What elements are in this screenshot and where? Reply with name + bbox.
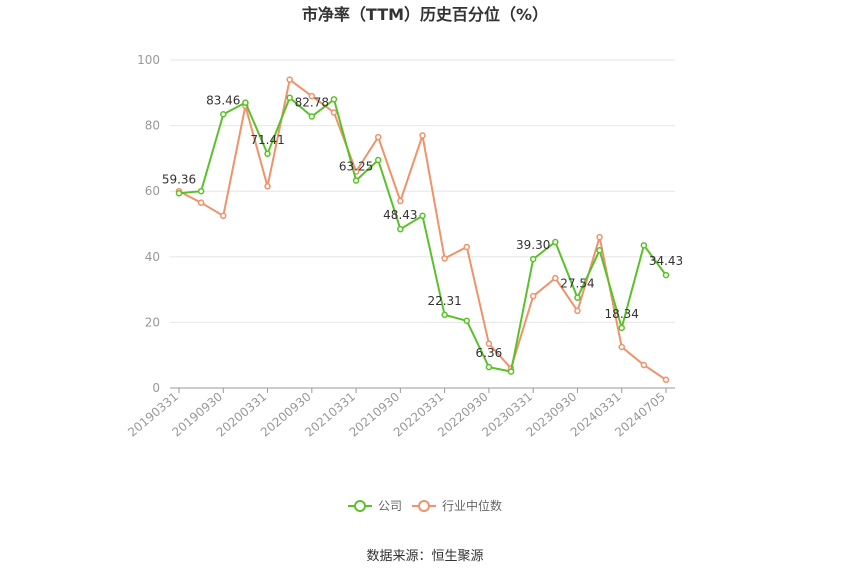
data-point-industry-median — [441, 255, 448, 262]
data-label: 82.78 — [295, 95, 329, 109]
data-point-company — [552, 238, 559, 246]
data-point-company — [374, 156, 382, 164]
series-layer — [175, 76, 670, 384]
axes: 0204060801002019033120190930202003312020… — [125, 53, 675, 440]
data-point-industry-median — [374, 133, 382, 141]
data-point-company — [330, 96, 338, 103]
data-point-industry-median — [286, 76, 293, 83]
data-label: 27.54 — [560, 277, 594, 291]
grid — [170, 59, 675, 323]
data-point-company — [175, 190, 183, 197]
y-tick-label: 60 — [145, 184, 160, 198]
data-point-company — [419, 212, 426, 220]
data-point-company — [529, 255, 537, 263]
y-tick-label: 100 — [137, 53, 160, 67]
data-point-industry-median — [308, 92, 316, 100]
data-point-company — [463, 317, 471, 325]
data-label: 71.41 — [250, 133, 284, 147]
data-point-company — [441, 311, 448, 319]
y-tick-label: 40 — [145, 250, 160, 264]
series-line-industry-median — [178, 77, 667, 381]
data-point-company — [574, 294, 581, 301]
data-point-industry-median — [552, 274, 559, 282]
data-point-industry-median — [485, 340, 493, 347]
legend-marker-industry-median — [418, 500, 430, 512]
legend: 公司 行业中位数 — [348, 498, 502, 513]
data-label: 59.36 — [162, 172, 196, 186]
data-point-company — [264, 150, 271, 158]
data-point-company — [507, 368, 515, 375]
y-tick-label: 20 — [145, 315, 160, 329]
data-point-company — [485, 363, 493, 371]
data-point-industry-median — [330, 109, 338, 116]
chart-title: 市净率（TTM）历史百分位（%） — [302, 5, 548, 24]
data-point-industry-median — [618, 343, 625, 351]
data-point-company — [618, 324, 625, 332]
data-point-company — [397, 225, 404, 233]
data-point-industry-median — [197, 199, 205, 206]
data-point-industry-median — [662, 376, 670, 384]
data-point-industry-median — [529, 292, 537, 300]
data-point-industry-median — [574, 307, 581, 315]
data-point-industry-median — [640, 361, 648, 369]
data-label: 83.46 — [206, 93, 240, 107]
data-label: 22.31 — [427, 294, 461, 308]
data-point-industry-median — [220, 212, 227, 220]
legend-item-industry-median[interactable]: 行业中位数 — [412, 498, 502, 513]
data-point-industry-median — [397, 197, 404, 205]
data-point-company — [662, 271, 670, 279]
legend-item-company[interactable]: 公司 — [348, 499, 402, 513]
y-tick-label: 0 — [152, 381, 160, 395]
data-label: 48.43 — [383, 208, 417, 222]
data-labels: 59.36 83.46 71.41 82.78 63.25 48.43 22.31 6.36 3… — [162, 93, 683, 360]
data-point-company — [308, 113, 316, 120]
data-point-company — [286, 94, 293, 101]
data-label: 34.43 — [649, 254, 683, 268]
legend-label-company: 公司 — [378, 499, 402, 513]
data-point-company — [220, 111, 227, 118]
data-point-company — [242, 99, 249, 106]
data-point-company — [197, 187, 205, 195]
data-label: 6.36 — [476, 346, 503, 360]
data-point-company — [596, 246, 603, 254]
data-label: 63.25 — [339, 160, 373, 174]
y-tick-label: 80 — [145, 119, 160, 133]
data-source: 数据来源：恒生聚源 — [366, 549, 483, 564]
data-point-industry-median — [463, 243, 471, 251]
data-point-company — [640, 242, 648, 249]
data-point-company — [352, 177, 360, 184]
data-point-industry-median — [264, 183, 271, 190]
data-point-industry-median — [596, 233, 603, 241]
data-label: 18.34 — [605, 307, 639, 321]
legend-marker-company — [354, 500, 366, 512]
data-label: 39.30 — [516, 238, 550, 252]
data-point-industry-median — [419, 132, 426, 139]
legend-label-industry-median: 行业中位数 — [442, 498, 502, 513]
